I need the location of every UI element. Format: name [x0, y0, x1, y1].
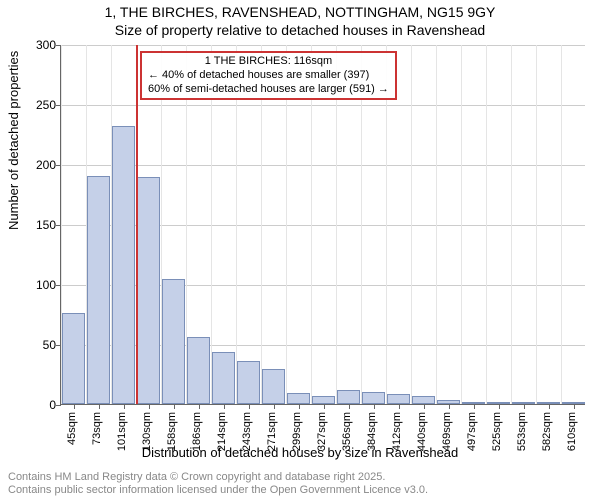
footer-attribution: Contains HM Land Registry data © Crown c…: [8, 471, 428, 499]
x-tick-mark: [424, 404, 425, 409]
marker-box-line2: ← 40% of detached houses are smaller (39…: [148, 69, 389, 83]
grid-line-v: [511, 45, 512, 404]
x-tick-mark: [124, 404, 125, 409]
grid-line-v: [436, 45, 437, 404]
grid-line-v: [461, 45, 462, 404]
x-tick-mark: [524, 404, 525, 409]
footer-line-1: Contains HM Land Registry data © Crown c…: [8, 471, 428, 485]
x-tick-mark: [199, 404, 200, 409]
grid-line-h: [61, 105, 585, 106]
y-tick-label: 200: [26, 158, 56, 172]
x-axis-label: Distribution of detached houses by size …: [0, 445, 600, 460]
x-tick-label: 73sqm: [91, 412, 103, 445]
x-tick-mark: [249, 404, 250, 409]
grid-line-v: [486, 45, 487, 404]
bar: [287, 393, 311, 404]
bar: [262, 369, 286, 404]
marker-annotation-box: 1 THE BIRCHES: 116sqm← 40% of detached h…: [140, 51, 397, 100]
marker-line: [136, 45, 138, 404]
y-tick-label: 100: [26, 278, 56, 292]
footer-line-2: Contains public sector information licen…: [8, 484, 428, 498]
grid-line-h: [61, 165, 585, 166]
x-tick-mark: [224, 404, 225, 409]
bar: [87, 176, 111, 404]
y-tick-mark: [56, 405, 61, 406]
title-sub: Size of property relative to detached ho…: [0, 22, 600, 38]
x-tick-mark: [274, 404, 275, 409]
grid-line-v: [536, 45, 537, 404]
title-main: 1, THE BIRCHES, RAVENSHEAD, NOTTINGHAM, …: [0, 4, 600, 20]
bar: [187, 337, 211, 404]
bar: [62, 313, 86, 404]
grid-line-v: [411, 45, 412, 404]
y-tick-label: 0: [26, 398, 56, 412]
bar: [137, 177, 161, 404]
bar: [412, 396, 436, 404]
bar: [362, 392, 386, 404]
grid-line-h: [61, 45, 585, 46]
x-tick-mark: [324, 404, 325, 409]
x-tick-mark: [499, 404, 500, 409]
x-tick-mark: [349, 404, 350, 409]
x-tick-mark: [299, 404, 300, 409]
x-tick-mark: [99, 404, 100, 409]
x-tick-mark: [374, 404, 375, 409]
marker-box-line3: 60% of semi-detached houses are larger (…: [148, 83, 389, 97]
y-tick-label: 50: [26, 338, 56, 352]
x-tick-mark: [149, 404, 150, 409]
y-tick-label: 300: [26, 38, 56, 52]
x-tick-mark: [399, 404, 400, 409]
x-tick-mark: [549, 404, 550, 409]
bar: [112, 126, 136, 404]
grid-line-v: [561, 45, 562, 404]
x-tick-mark: [574, 404, 575, 409]
bar: [337, 390, 361, 404]
bar: [237, 361, 261, 404]
plot-area: 05010015020025030045sqm73sqm101sqm130sqm…: [60, 45, 585, 405]
bar: [162, 279, 186, 404]
bar: [312, 396, 336, 404]
y-tick-label: 250: [26, 98, 56, 112]
y-axis-label: Number of detached properties: [6, 51, 21, 230]
marker-box-line1: 1 THE BIRCHES: 116sqm: [148, 55, 389, 69]
x-tick-mark: [174, 404, 175, 409]
x-tick-mark: [449, 404, 450, 409]
x-tick-label: 45sqm: [66, 412, 78, 445]
x-tick-mark: [474, 404, 475, 409]
bar: [387, 394, 411, 404]
bar: [212, 352, 236, 404]
x-tick-mark: [74, 404, 75, 409]
chart-container: 1, THE BIRCHES, RAVENSHEAD, NOTTINGHAM, …: [0, 0, 600, 500]
y-tick-label: 150: [26, 218, 56, 232]
